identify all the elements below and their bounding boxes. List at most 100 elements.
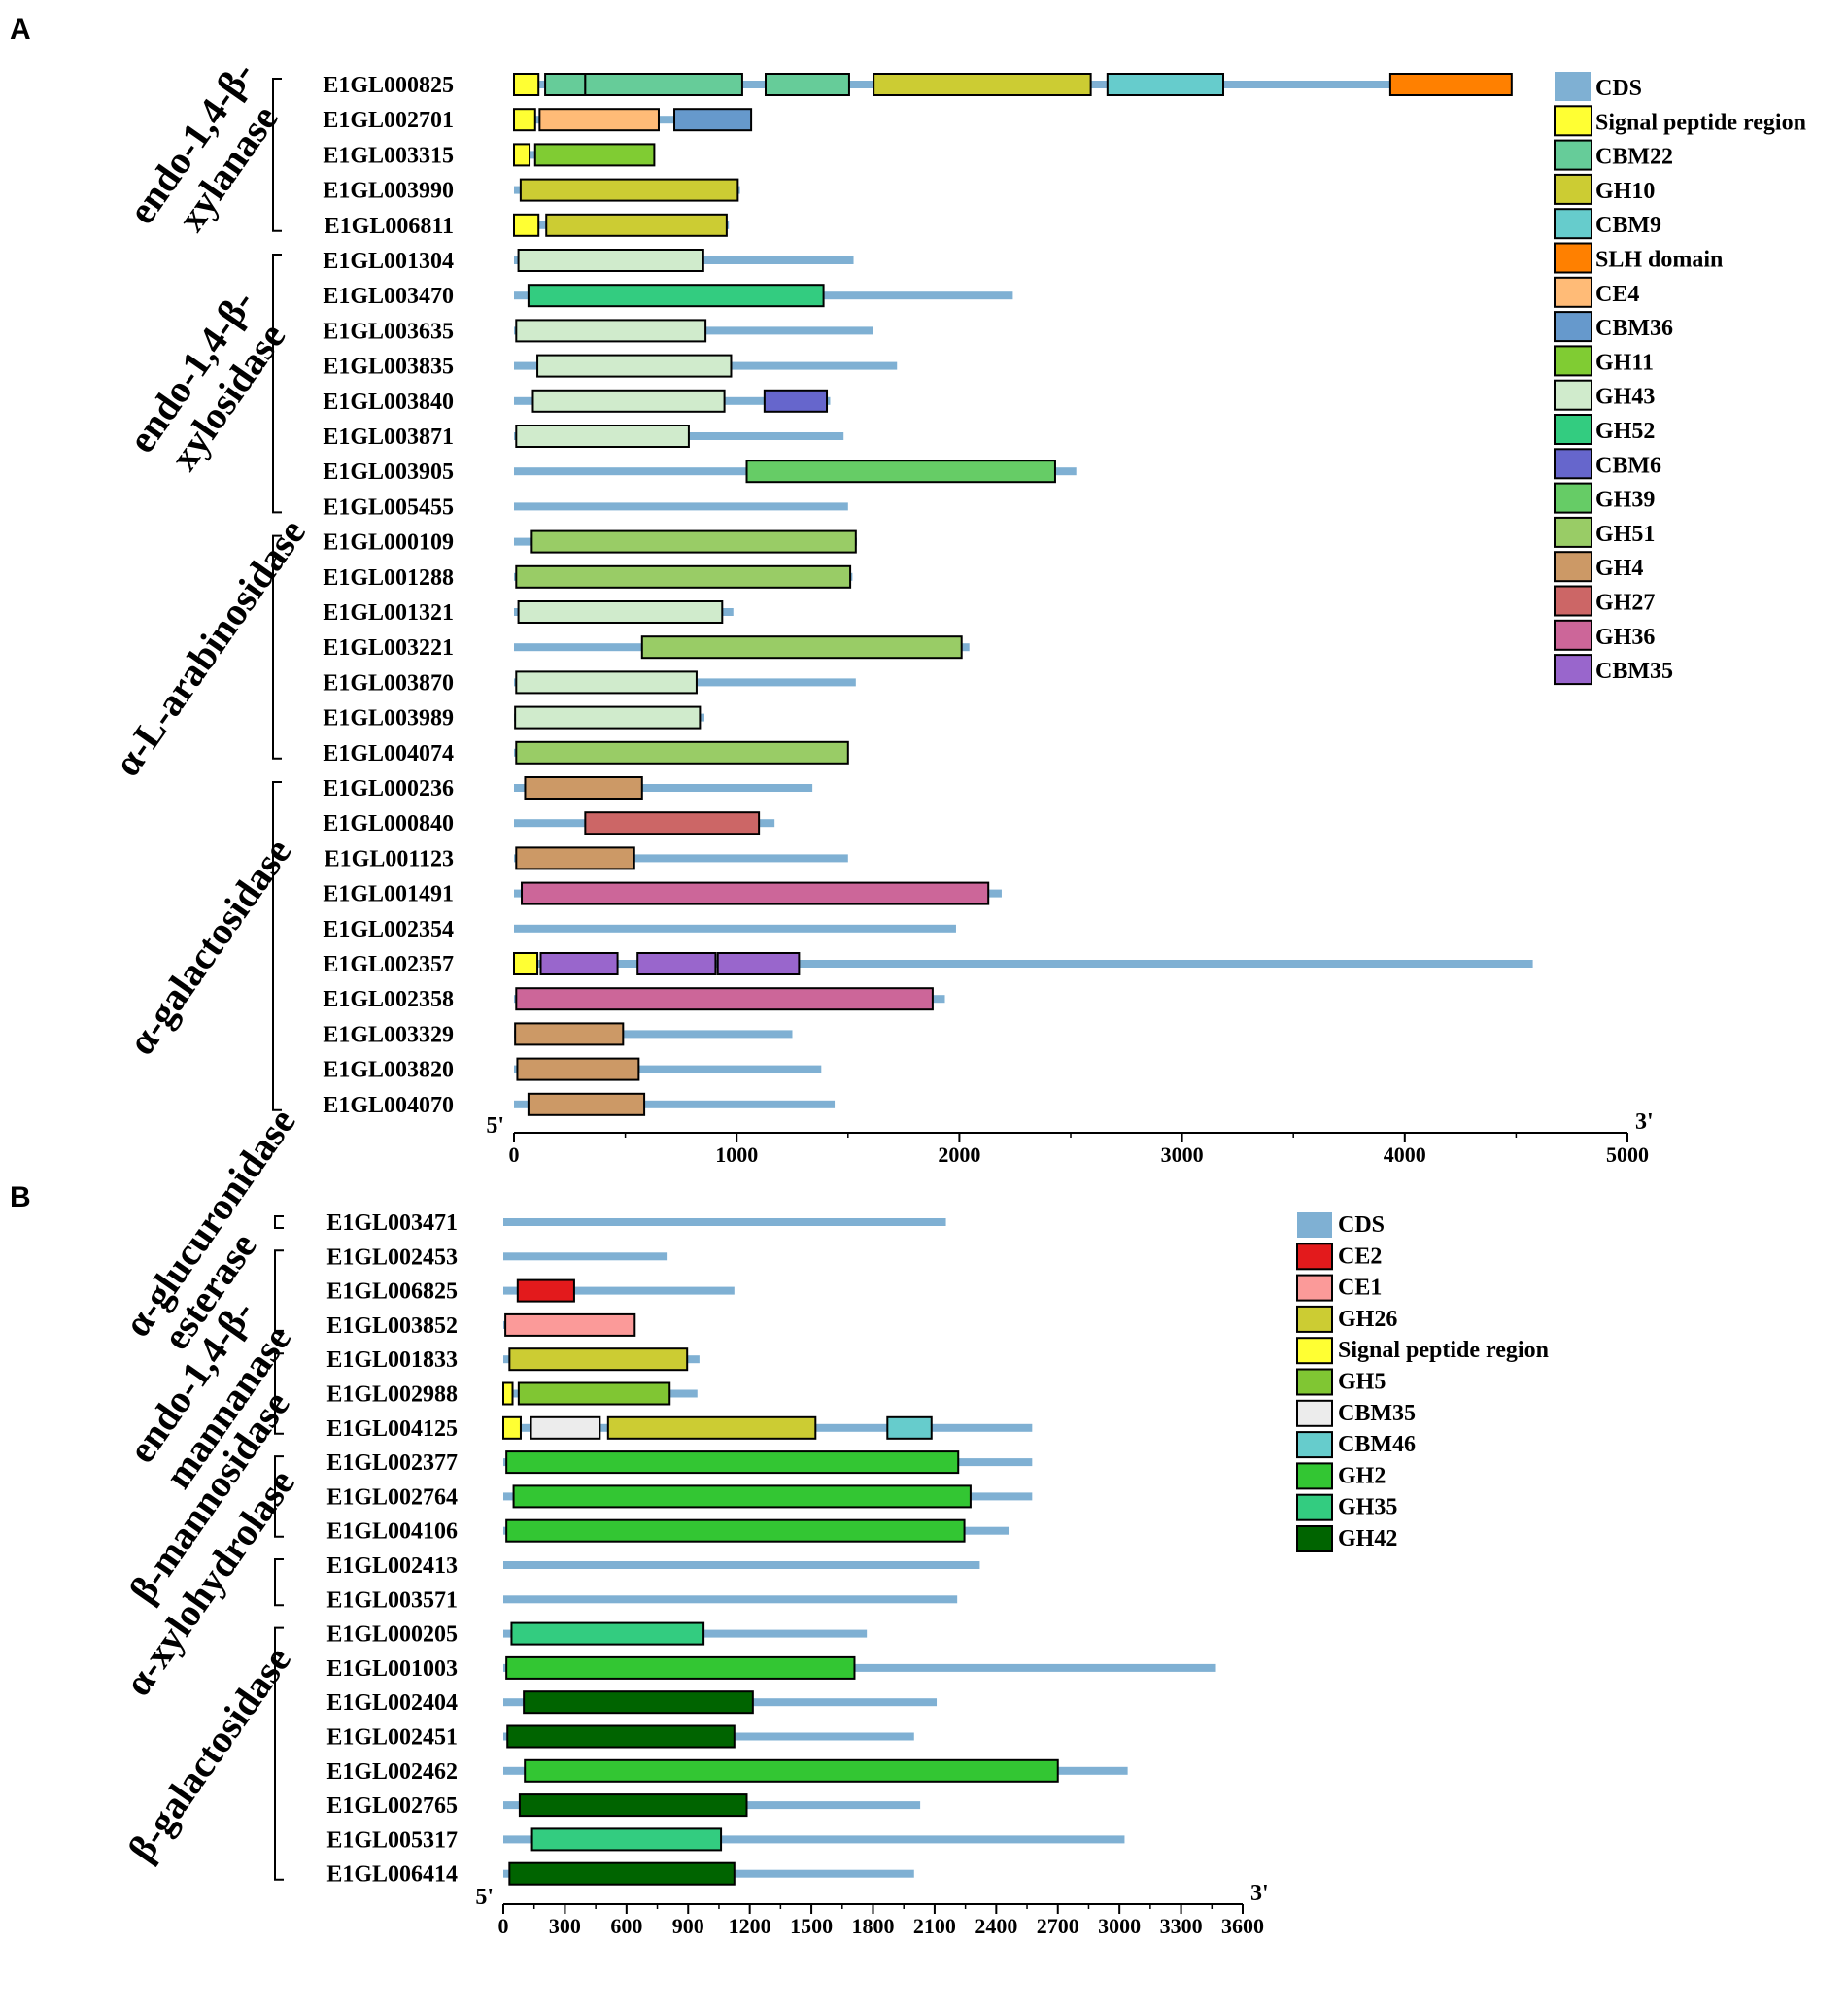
gene-row: E1GL000840 (323, 811, 775, 836)
legend-item: CBM36 (1554, 311, 1673, 343)
legend-swatch (1554, 173, 1592, 205)
legend-swatch (1554, 654, 1592, 686)
tick-label: 5000 (1606, 1142, 1649, 1167)
family-bracket (272, 781, 282, 1111)
cds-line (503, 1252, 668, 1261)
tick-label: 3300 (1160, 1914, 1203, 1938)
gene-label: E1GL002358 (323, 987, 454, 1012)
cbm46-domain (886, 1415, 933, 1440)
tick-label: 0 (509, 1142, 520, 1167)
cbm36-domain (673, 108, 753, 132)
legend-item: CDS (1297, 1212, 1385, 1238)
legend-label: CBM22 (1595, 145, 1673, 170)
gh5-domain (517, 1381, 671, 1406)
cbm6-domain (763, 389, 829, 413)
legend-item: GH36 (1554, 619, 1655, 651)
gene-row: E1GL003315 (323, 143, 656, 168)
legend-label: CBM6 (1595, 453, 1661, 478)
legend-item: Signal peptide region (1554, 105, 1806, 137)
gene-label: E1GL001123 (325, 846, 454, 871)
gene-row: E1GL003329 (323, 1022, 793, 1047)
gene-row: E1GL002451 (326, 1724, 914, 1751)
legend-item: GH11 (1554, 345, 1654, 377)
signal-peptide-region-domain (502, 1415, 522, 1440)
gene-row: E1GL004125 (326, 1415, 1033, 1442)
gh26-domain (508, 1347, 689, 1372)
gh27-domain (584, 811, 761, 835)
legend-swatch (1296, 1337, 1333, 1365)
gene-row: E1GL003835 (323, 354, 898, 380)
panel-b: E1GL003471 E1GL002453 E1GL006825 E1GL003852… (115, 1101, 1549, 1938)
cds-line (503, 1286, 735, 1295)
gene-label: E1GL001833 (326, 1347, 458, 1373)
legend-swatch (1296, 1431, 1333, 1459)
legend-item: CE4 (1554, 276, 1639, 308)
bracket-line (274, 1352, 284, 1435)
gene-label: E1GL002765 (326, 1793, 458, 1819)
ce1-domain (504, 1312, 636, 1337)
tick-label: 3600 (1221, 1914, 1264, 1938)
gh26-domain (606, 1415, 817, 1440)
gene-row: E1GL002377 (326, 1450, 1033, 1476)
gene-row: E1GL006414 (326, 1861, 914, 1888)
legend-label: GH26 (1338, 1307, 1397, 1332)
panel-a-label: A (10, 14, 31, 46)
legend-label: CBM46 (1338, 1432, 1416, 1457)
gene-label: E1GL003471 (326, 1210, 458, 1236)
cds-line (514, 1100, 836, 1108)
gene-row: E1GL004106 (326, 1518, 1010, 1545)
gh51-domain (515, 740, 849, 765)
gene-label: E1GL000840 (323, 811, 454, 836)
family-bracket (274, 1626, 284, 1881)
legend-swatch (1554, 448, 1592, 480)
gh42-domain (523, 1690, 754, 1715)
five-prime-label: 5' (486, 1113, 504, 1139)
gene-row: E1GL006811 (325, 213, 730, 239)
gene-label: E1GL000205 (326, 1622, 458, 1648)
gene-label: E1GL004070 (323, 1093, 454, 1118)
legend-item: GH52 (1554, 414, 1655, 445)
cbm35-domain (530, 1415, 601, 1440)
signal-peptide-region-domain (513, 73, 540, 96)
tick-label: 2000 (938, 1142, 980, 1167)
gh43-domain (531, 389, 726, 413)
gene-row: E1GL005455 (323, 494, 848, 520)
legend-label: CDS (1338, 1212, 1385, 1238)
gene-label: E1GL003835 (323, 355, 454, 380)
cds-line (514, 854, 848, 863)
legend-swatch (1554, 345, 1592, 377)
gh43-domain (517, 249, 704, 272)
legend-item: GH27 (1554, 585, 1655, 617)
gene-row: E1GL002358 (323, 987, 945, 1012)
gene-row: E1GL001288 (323, 564, 853, 591)
signal-peptide-region-domain (513, 108, 536, 132)
tick-label: 2400 (975, 1914, 1017, 1938)
gene-label: E1GL003905 (323, 460, 454, 485)
cbm22-domain (584, 73, 743, 96)
gene-label: E1GL002701 (323, 108, 454, 133)
tick-label: 1200 (729, 1914, 771, 1938)
gene-row: E1GL003870 (323, 670, 856, 696)
legend-swatch (1296, 1274, 1333, 1302)
cds-line (514, 960, 1533, 968)
five-prime-label: 5' (475, 1885, 494, 1910)
gh43-domain (517, 600, 724, 624)
family-bracket (272, 534, 282, 760)
legend-item: GH26 (1296, 1305, 1397, 1333)
ce4-domain (538, 108, 660, 132)
gh10-domain (519, 178, 739, 202)
gh2-domain (505, 1655, 856, 1680)
legend-item: GH5 (1296, 1368, 1386, 1396)
legend-item: CBM35 (1296, 1399, 1416, 1427)
gene-label: E1GL002453 (326, 1244, 458, 1270)
legend-item: GH51 (1554, 516, 1655, 548)
gene-label: E1GL006811 (325, 214, 454, 239)
gene-label: E1GL001304 (323, 249, 454, 274)
family-label: α-L-arabinosidase (105, 511, 314, 784)
gh4-domain (514, 1022, 625, 1046)
gh51-domain (640, 635, 963, 660)
gene-row: E1GL003635 (323, 319, 873, 344)
three-prime-label: 3' (1635, 1109, 1654, 1135)
gene-row: E1GL001123 (325, 846, 848, 871)
bracket-line (274, 1626, 284, 1881)
